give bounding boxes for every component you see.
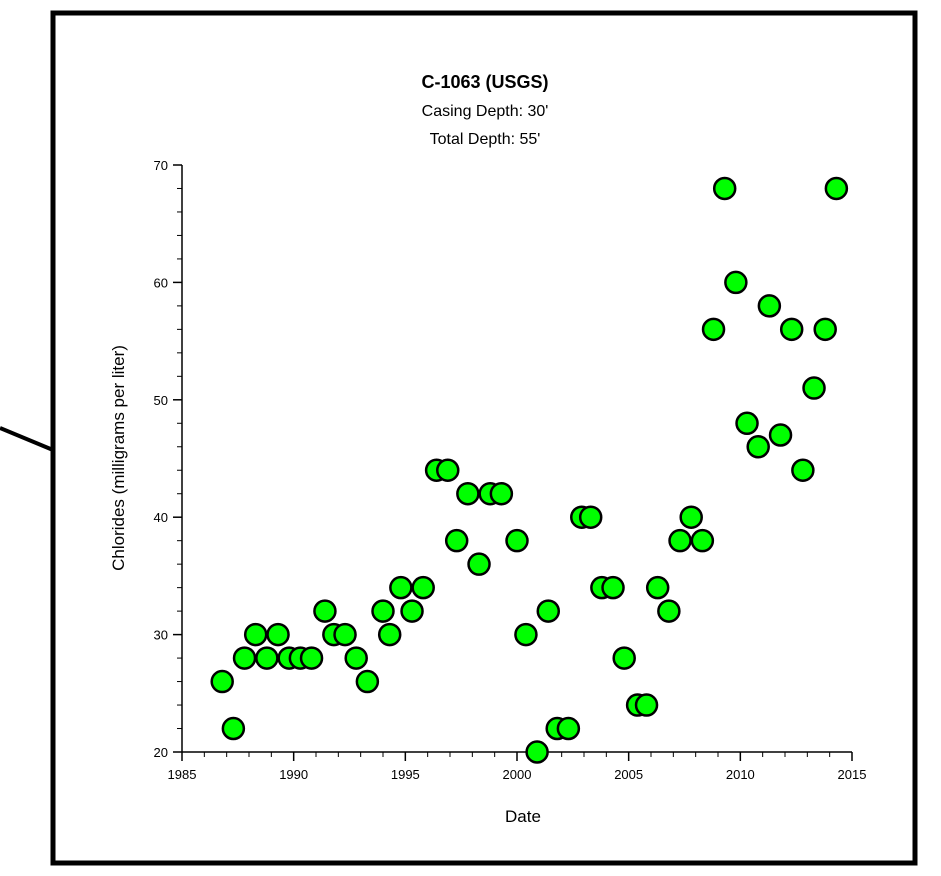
- data-point: [377, 622, 402, 647]
- data-point: [371, 599, 395, 623]
- data-point: [243, 622, 268, 647]
- data-point: [757, 294, 782, 318]
- chart-title: C-1063 (USGS): [421, 72, 548, 92]
- y-tick-label: 70: [154, 158, 168, 173]
- data-point: [612, 646, 636, 670]
- x-tick-label: 2005: [614, 767, 643, 782]
- data-point: [389, 575, 413, 600]
- y-axis-label: Chlorides (milligrams per liter): [109, 345, 128, 571]
- y-tick-label: 20: [154, 745, 168, 760]
- chart-frame: [50, 10, 918, 866]
- data-point: [489, 481, 514, 506]
- y-axis-ticks: 20 30 40 50 60 70: [154, 158, 182, 760]
- x-tick-label: 1985: [168, 767, 197, 782]
- data-point: [344, 646, 368, 670]
- x-tick-label: 2000: [503, 767, 532, 782]
- x-tick-label: 1995: [391, 767, 420, 782]
- data-point: [514, 622, 538, 647]
- data-point: [690, 528, 715, 553]
- data-point: [679, 505, 703, 529]
- data-point: [802, 376, 826, 400]
- x-axis-label: Date: [505, 807, 541, 826]
- y-tick-label: 40: [154, 510, 168, 525]
- data-point: [779, 317, 804, 342]
- y-tick-label: 60: [154, 275, 168, 290]
- data-point: [536, 599, 561, 623]
- data-point: [505, 528, 529, 553]
- data-point: [712, 176, 737, 201]
- data-point: [634, 693, 659, 717]
- data-point: [701, 317, 726, 342]
- pointer-line: [0, 426, 54, 452]
- data-point: [735, 411, 759, 436]
- data-point: [467, 552, 491, 576]
- x-axis-ticks: 1985 1990 1995 2000 2005 2010 2015: [168, 752, 867, 782]
- data-point: [791, 458, 815, 482]
- data-point: [436, 458, 460, 482]
- data-point: [601, 575, 625, 600]
- y-tick-label: 50: [154, 393, 168, 408]
- data-points: [210, 176, 849, 764]
- data-point: [525, 740, 549, 764]
- data-point: [668, 528, 692, 553]
- data-point: [299, 646, 324, 670]
- data-point: [724, 270, 748, 295]
- data-point: [333, 622, 357, 647]
- data-point: [768, 423, 793, 447]
- subtitle-casing-depth: Casing Depth: 30': [422, 103, 549, 120]
- x-tick-label: 1990: [279, 767, 308, 782]
- data-point: [210, 669, 234, 694]
- data-point: [411, 575, 435, 600]
- data-point: [746, 435, 770, 459]
- data-point: [355, 669, 380, 694]
- data-point: [824, 176, 849, 201]
- data-point: [556, 716, 581, 741]
- data-point: [232, 646, 257, 670]
- x-tick-label: 2010: [726, 767, 755, 782]
- x-tick-label: 2015: [838, 767, 867, 782]
- data-point: [645, 575, 670, 600]
- data-point: [255, 646, 279, 670]
- data-point: [578, 505, 603, 529]
- data-point: [221, 716, 246, 741]
- data-point: [444, 528, 469, 553]
- y-tick-label: 30: [154, 628, 168, 643]
- subtitle-total-depth: Total Depth: 55': [430, 131, 541, 148]
- data-point: [266, 622, 290, 647]
- data-point: [456, 481, 480, 506]
- data-point: [313, 599, 337, 623]
- data-point: [813, 317, 837, 342]
- data-point: [400, 599, 424, 623]
- data-point: [657, 599, 681, 623]
